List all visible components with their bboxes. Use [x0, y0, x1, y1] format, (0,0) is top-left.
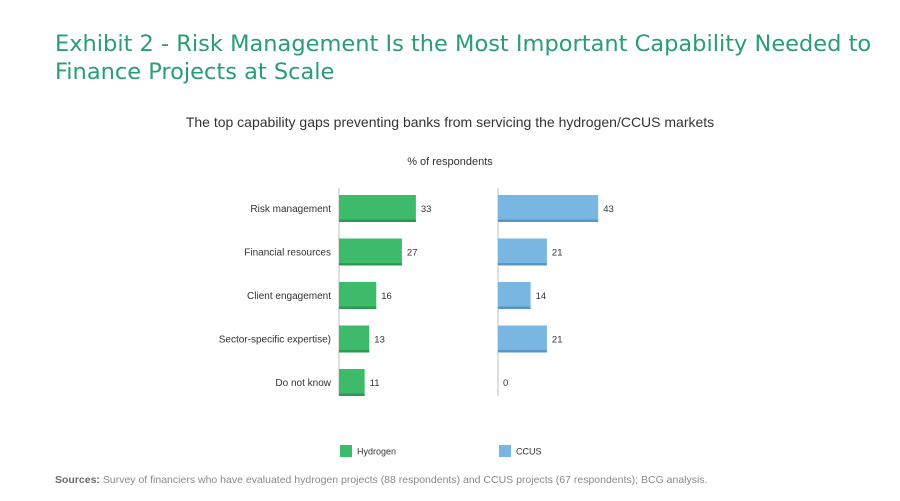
ccus-value-label: 21 [552, 248, 563, 259]
category-label: Client engagement [247, 291, 331, 302]
category-label: Risk management [250, 204, 331, 215]
ccus-bar-shadow [498, 263, 547, 266]
hydrogen-bar [339, 325, 370, 353]
ccus-bar-shadow [498, 219, 599, 222]
hydrogen-bar [339, 195, 416, 222]
ccus-legend-swatch [499, 445, 511, 457]
hydrogen-bar-shadow [339, 393, 365, 396]
hydrogen-bar-shadow [339, 350, 370, 353]
ccus-value-label: 21 [552, 335, 563, 346]
hydrogen-legend-swatch [340, 445, 352, 457]
page-title: Exhibit 2 - Risk Management Is the Most … [55, 31, 872, 85]
hydrogen-bar [339, 282, 377, 309]
hydrogen-value-label: 27 [407, 248, 418, 259]
ccus-bar [498, 325, 547, 353]
hydrogen-bar-shadow [339, 219, 416, 222]
ccus-value-label: 0 [503, 378, 508, 389]
category-label: Do not know [275, 378, 331, 389]
hydrogen-value-label: 13 [374, 335, 385, 346]
hydrogen-value-label: 16 [381, 291, 392, 302]
chart-title: The top capability gaps preventing banks… [185, 114, 715, 130]
hydrogen-bar [339, 369, 365, 396]
sources-text: Survey of financiers who have evaluated … [102, 474, 708, 486]
ccus-legend-label: CCUS [516, 447, 542, 457]
hydrogen-bar-shadow [339, 306, 377, 309]
category-label: Financial resources [244, 248, 331, 259]
hydrogen-value-label: 11 [370, 378, 380, 389]
sources-note: Sources: Survey of financiers who have e… [55, 474, 885, 486]
ccus-bar [498, 195, 599, 222]
hydrogen-value-label: 33 [421, 204, 432, 215]
ccus-value-label: 14 [536, 291, 547, 302]
category-label: Sector-specific expertise) [219, 335, 331, 346]
unit-label: % of respondents [407, 156, 493, 168]
ccus-bar [498, 238, 547, 266]
ccus-value-label: 43 [603, 204, 614, 215]
ccus-bar-shadow [498, 350, 547, 353]
hydrogen-bar-shadow [339, 263, 402, 266]
hydrogen-bar [339, 238, 402, 266]
ccus-bar-shadow [498, 306, 531, 309]
sources-label: Sources: [55, 474, 100, 486]
hydrogen-legend-label: Hydrogen [357, 447, 396, 457]
ccus-bar [498, 282, 531, 309]
